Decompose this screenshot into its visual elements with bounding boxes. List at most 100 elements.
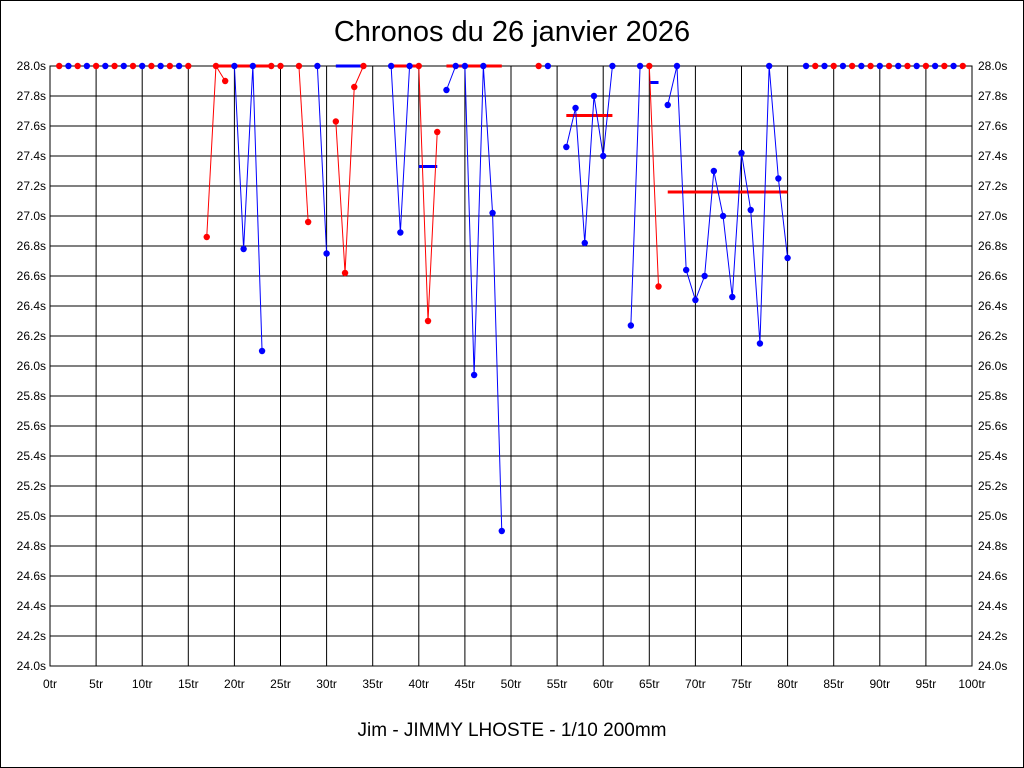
y-tick-label-left: 27.2s [17, 179, 46, 193]
x-tick-label: 10tr [132, 677, 153, 691]
data-point [636, 62, 644, 70]
y-tick-label-right: 27.0s [978, 209, 1007, 223]
data-point [682, 266, 690, 274]
y-tick-label-right: 26.2s [978, 329, 1007, 343]
data-point [581, 239, 588, 247]
data-point [424, 317, 432, 325]
data-point [719, 212, 727, 220]
data-point [258, 347, 266, 355]
series-line [335, 65, 364, 274]
data-point [277, 62, 284, 70]
y-tick-label-right: 24.2s [978, 629, 1007, 643]
y-tick-label-left: 25.2s [17, 479, 46, 493]
data-point [56, 62, 63, 70]
data-point [775, 175, 782, 182]
series-line [648, 65, 660, 287]
data-point [821, 62, 828, 70]
x-tick-label: 60tr [593, 677, 614, 691]
y-tick-label-left: 24.6s [17, 569, 46, 583]
x-tick-label: 25tr [270, 677, 291, 691]
y-tick-label-left: 26.4s [17, 299, 46, 313]
data-point [129, 62, 137, 70]
data-point [240, 245, 247, 253]
data-point [931, 62, 939, 70]
x-tick-label: 90tr [869, 677, 890, 691]
y-tick-label-right: 26.8s [978, 239, 1007, 253]
data-point [765, 62, 773, 70]
y-tick-label-right: 24.4s [978, 599, 1007, 613]
data-point [83, 62, 91, 70]
data-point [221, 77, 229, 85]
y-tick-label-left: 27.8s [17, 89, 46, 103]
y-tick-label-right: 25.0s [978, 509, 1007, 523]
y-tick-label-right: 27.6s [978, 119, 1007, 133]
data-point [415, 62, 422, 70]
data-point [747, 206, 754, 214]
data-point [443, 86, 450, 94]
data-point [397, 229, 404, 236]
data-point [895, 62, 902, 70]
data-point [913, 62, 920, 70]
data-point [406, 62, 413, 70]
data-point [323, 250, 330, 257]
data-point [461, 62, 469, 70]
y-tick-label-left: 25.8s [17, 389, 46, 403]
series-line [298, 65, 309, 223]
data-point [175, 62, 183, 70]
x-tick-label: 45tr [455, 677, 476, 691]
data-point [830, 62, 837, 70]
data-point [314, 62, 321, 70]
data-point [590, 92, 598, 100]
x-tick-label: 5tr [89, 677, 103, 691]
data-point [480, 62, 487, 70]
average-segments [215, 64, 788, 194]
series-line [390, 65, 411, 233]
data-point [784, 254, 791, 262]
data-point [489, 209, 496, 217]
data-point [692, 296, 699, 304]
y-tick-label-left: 26.8s [17, 239, 46, 253]
data-point [111, 62, 118, 70]
data-point [609, 62, 616, 70]
y-tick-label-left: 25.0s [17, 509, 46, 523]
x-tick-label: 80tr [777, 677, 798, 691]
y-tick-label-right: 24.0s [978, 659, 1007, 673]
series-line [418, 65, 438, 322]
data-point [332, 118, 340, 125]
y-tick-label-left: 25.6s [17, 419, 46, 433]
data-point [387, 62, 395, 70]
data-point [434, 128, 441, 136]
y-tick-label-left: 26.0s [17, 359, 46, 373]
data-point [858, 62, 865, 70]
y-tick-label-right: 26.6s [978, 269, 1007, 283]
data-point [756, 340, 764, 347]
data-point [655, 283, 662, 290]
x-tick-label: 100tr [958, 677, 985, 691]
y-tick-label-right: 25.2s [978, 479, 1007, 493]
x-tick-label: 55tr [547, 677, 568, 691]
data-point [148, 62, 155, 70]
series-line [445, 65, 503, 532]
data-point [802, 62, 810, 70]
x-tick-label: 85tr [823, 677, 844, 691]
y-tick-label-right: 27.8s [978, 89, 1007, 103]
y-tick-label-right: 27.2s [978, 179, 1007, 193]
data-point [203, 233, 210, 241]
data-point [904, 62, 911, 70]
data-point [664, 101, 671, 109]
x-tick-label: 50tr [501, 677, 522, 691]
data-point [360, 62, 367, 70]
y-tick-label-left: 26.6s [17, 269, 46, 283]
data-point [304, 218, 312, 226]
x-tick-label: 20tr [224, 677, 245, 691]
x-tick-label: 65tr [639, 677, 660, 691]
chart-footer: Jim - JIMMY LHOSTE - 1/10 200mm [357, 720, 667, 741]
data-point [92, 62, 100, 70]
data-point [627, 322, 635, 329]
data-point [470, 371, 478, 379]
x-tick-label: 70tr [685, 677, 706, 691]
data-point [498, 527, 505, 535]
series-line [565, 65, 613, 244]
